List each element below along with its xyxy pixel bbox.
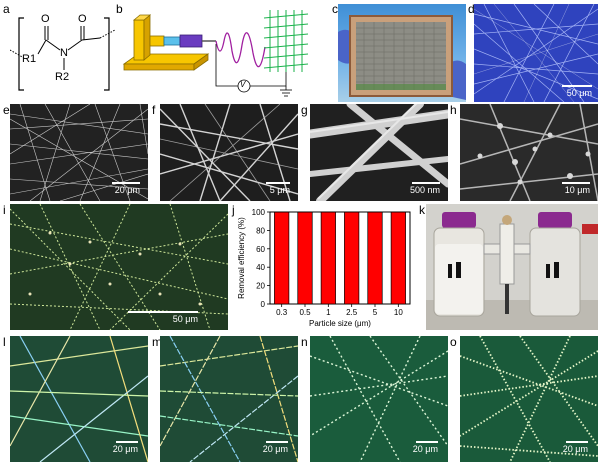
panel-label-c: c (332, 2, 338, 16)
panel-j-chart: 0.3 0.5 1 2.5 5 10 0 20 40 60 80 100 Particle size (… (234, 204, 416, 330)
voltmeter-label: V (240, 80, 246, 89)
panel-label-f: f (152, 103, 156, 117)
scale-bar-o: 20 μm (563, 441, 588, 454)
scale-bar-f: 5 μm (266, 182, 290, 195)
panel-k-bottles-photo (426, 204, 598, 330)
panel-label-i: i (3, 203, 6, 217)
panel-label-e: e (3, 103, 10, 117)
scale-bar-n-line (416, 441, 438, 443)
atom-n: N (60, 47, 68, 59)
scale-bar-f-line (266, 182, 290, 184)
x-tick-label: 10 (394, 308, 403, 317)
panel-o-darkfield: 20 μm (460, 336, 598, 462)
scale-bar-i-label: 50 μm (172, 314, 198, 324)
panel-label-a: a (3, 2, 10, 16)
scale-bar-n: 20 μm (413, 441, 438, 454)
scale-bar-l: 20 μm (113, 441, 138, 454)
bar-1 (320, 211, 336, 305)
scale-bar-n-label: 20 μm (412, 444, 438, 454)
panel-i-darkfield: 50 μm (10, 204, 228, 330)
scale-bar-o-line (566, 441, 588, 443)
atom-o-left: O (41, 13, 50, 25)
bottles-photo (426, 204, 598, 330)
panel-l-darkfield: 20 μm (10, 336, 148, 462)
panel-b-electrospinning-setup: V (120, 6, 330, 102)
bar-0.5 (297, 211, 313, 305)
darkfield-image-i (10, 204, 228, 330)
group-r1: R1 (22, 53, 37, 65)
scale-bar-h-line (562, 182, 590, 184)
y-tick-label: 40 (256, 263, 265, 272)
amide-structure-drawing (10, 17, 116, 91)
group-r2: R2 (55, 71, 70, 83)
panel-label-l: l (3, 335, 6, 349)
panel-a-structure: O O N R1 R2 (10, 10, 118, 100)
x-tick-label: 1 (326, 308, 331, 317)
scale-bar-e-label: 20 μm (114, 185, 140, 195)
scale-bar-d-line (562, 85, 592, 87)
scale-bar-h: 10 μm (562, 182, 590, 195)
bar-5 (367, 211, 383, 305)
bar-0.3 (274, 211, 290, 305)
y-tick-label: 20 (256, 282, 265, 291)
x-tick-label: 0.5 (299, 308, 311, 317)
panel-label-d: d (468, 2, 475, 16)
y-tick-label: 60 (256, 245, 265, 254)
x-tick-label: 2.5 (346, 308, 358, 317)
panel-c-filter-photo (338, 4, 466, 102)
panel-label-o: o (450, 335, 457, 349)
panel-label-j: j (232, 203, 235, 217)
scale-bar-g: 500 nm (410, 182, 440, 195)
scale-bar-m-line (266, 441, 288, 443)
panel-m-darkfield: 20 μm (160, 336, 298, 462)
scale-bar-m: 20 μm (263, 441, 288, 454)
panel-f-sem: 5 μm (160, 104, 298, 201)
x-tick-label: 0.3 (276, 308, 288, 317)
scale-bar-e-line (112, 182, 140, 184)
bar-2.5 (344, 211, 360, 305)
scale-bar-m-label: 20 μm (262, 444, 288, 454)
scale-bar-e: 20 μm (112, 182, 140, 195)
panel-label-n: n (301, 335, 308, 349)
filter-frame-photo (338, 15, 466, 100)
panel-label-b: b (116, 2, 123, 16)
y-tick-label: 0 (261, 300, 266, 309)
panel-e-sem: 20 μm (10, 104, 148, 201)
panel-label-g: g (301, 103, 308, 117)
bar-10 (390, 211, 406, 305)
panel-label-m: m (152, 335, 162, 349)
scale-bar-d: 50 μm (562, 85, 592, 98)
panel-n-darkfield: 20 μm (310, 336, 448, 462)
scale-bar-o-label: 20 μm (562, 444, 588, 454)
scale-bar-l-line (116, 441, 138, 443)
y-tick-label: 100 (252, 208, 266, 217)
scale-bar-g-label: 500 nm (409, 185, 440, 195)
panel-h-sem: 10 μm (460, 104, 598, 201)
scale-bar-g-line (412, 182, 440, 184)
scale-bar-h-label: 10 μm (564, 185, 590, 195)
x-axis-label: Particle size (μm) (309, 319, 371, 328)
panel-g-sem: 500 nm (310, 104, 448, 201)
atom-o-right: O (78, 13, 87, 25)
y-tick-label: 80 (256, 226, 265, 235)
scale-bar-i-line (128, 311, 198, 313)
sem-image-g (310, 104, 448, 201)
y-axis-label: Removal efficiency (%) (237, 217, 246, 299)
panel-d-blue-fibers: 50 μm (474, 4, 598, 102)
electrospinning-schematic (122, 10, 309, 97)
panel-label-k: k (419, 203, 425, 217)
plot-frame (269, 211, 411, 305)
sem-image-f (160, 104, 298, 201)
scale-bar-f-label: 5 μm (269, 185, 290, 195)
panel-label-h: h (450, 103, 457, 117)
sem-image-h (460, 104, 598, 201)
x-tick-label: 5 (373, 308, 378, 317)
scale-bar-i: 50 μm (128, 311, 198, 324)
sem-image-e (10, 104, 148, 201)
scale-bar-l-label: 20 μm (112, 444, 138, 454)
scale-bar-d-label: 50 μm (566, 88, 592, 98)
